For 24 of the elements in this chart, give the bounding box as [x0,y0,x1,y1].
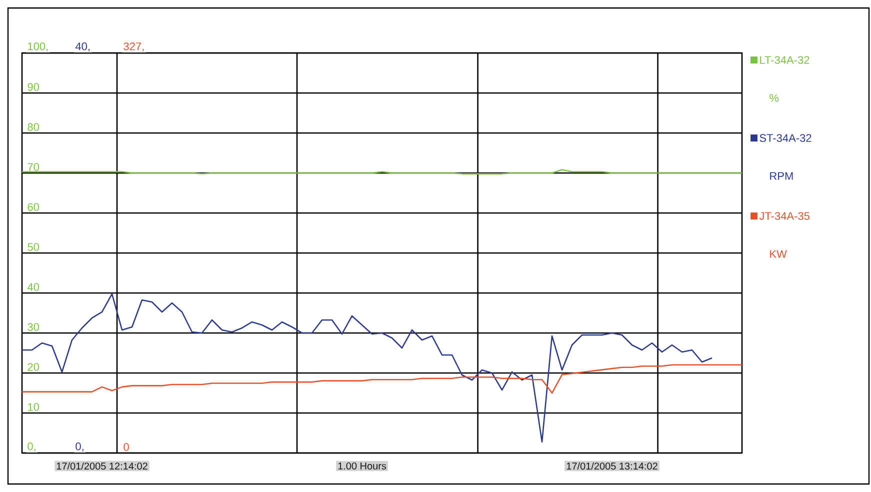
y-tick-label: 90 [28,83,40,91]
legend-label: JT-34A-35 [759,212,810,220]
y2-tick-label: 40, [75,42,90,52]
y-tick-label: 100, [28,42,48,52]
text: KW [770,250,787,258]
text: % [770,94,779,102]
text: 1.00 Hours [338,462,386,470]
text: RPM [770,172,793,180]
y-tick-label: 60 [28,203,40,211]
y-tick-label: 70 [28,163,40,171]
y3-tick-label: 327, [124,42,144,52]
legend-label: LT-34A-32 [760,56,810,64]
y-tick-label: 0, [28,442,36,452]
y3-tick-label: 0 [124,443,129,451]
text: 17/01/2005 12:14:02 [56,462,148,470]
y-tick-label: 50 [28,243,40,251]
y-tick-label: 20 [28,363,40,371]
y2-tick-label: 0, [76,442,84,452]
y-tick-label: 30 [28,323,40,331]
y-tick-label: 80 [28,123,40,131]
y-tick-label: 40 [27,283,40,291]
text: 17/01/2005 13:14:02 [566,462,658,470]
y-tick-label: 10 [28,403,40,411]
legend-label: ST-34A-32 [760,134,812,142]
